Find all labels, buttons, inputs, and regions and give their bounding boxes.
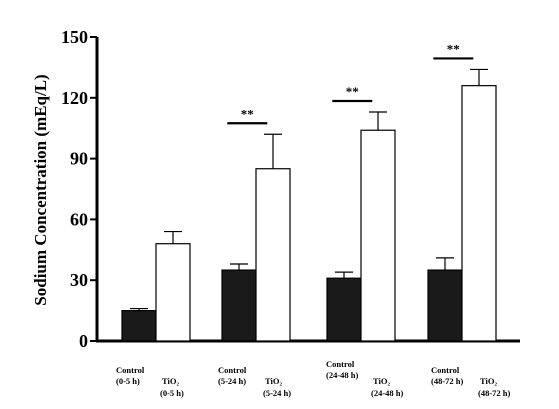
- x-label-control-period: (5-24 h): [218, 376, 246, 386]
- significance-label: **: [346, 84, 359, 99]
- x-label-tio2: TiO₂: [265, 376, 282, 386]
- x-label-tio2-period: (0-5 h): [160, 388, 184, 398]
- bar: [255, 168, 291, 342]
- bar: [360, 129, 396, 342]
- bars: ** ** **: [121, 41, 497, 342]
- bar: [461, 85, 497, 342]
- x-label-control-period: (48-72 h): [431, 376, 464, 386]
- x-label-control-period: (24-48 h): [326, 370, 359, 380]
- x-label-tio2: TiO₂: [162, 376, 179, 386]
- x-label-tio2: TiO₂: [373, 376, 390, 386]
- x-label-control: Control: [218, 365, 247, 375]
- y-axis-label: Sodium Concentration (mEq/L): [31, 74, 50, 305]
- significance-label: **: [447, 41, 460, 56]
- x-label-control-period: (0-5 h): [116, 376, 140, 386]
- bar: [121, 310, 157, 342]
- y-tick-label: 60: [70, 209, 88, 229]
- significance-label: **: [241, 106, 254, 121]
- y-tick-label: 90: [70, 149, 88, 169]
- x-label-tio2: TiO₂: [480, 376, 497, 386]
- x-labels: Control(0-5 h) TiO₂(0-5 h)Control(5-24 h)…: [116, 359, 511, 398]
- x-label-tio2-period: (48-72 h): [478, 388, 511, 398]
- x-label-control: Control: [431, 365, 460, 375]
- y-tick-label: 120: [61, 88, 88, 108]
- x-label-tio2-period: (5-24 h): [263, 388, 291, 398]
- x-label-control: Control: [116, 365, 145, 375]
- bar: [155, 243, 191, 342]
- x-label-tio2-period: (24-48 h): [371, 388, 404, 398]
- x-label-control: Control: [326, 359, 355, 369]
- y-tick-label: 0: [79, 331, 88, 351]
- bar: [427, 269, 463, 342]
- bar: [221, 269, 257, 342]
- bar: [326, 277, 362, 342]
- y-tick-label: 30: [70, 270, 88, 290]
- y-tick-label: 150: [61, 27, 88, 47]
